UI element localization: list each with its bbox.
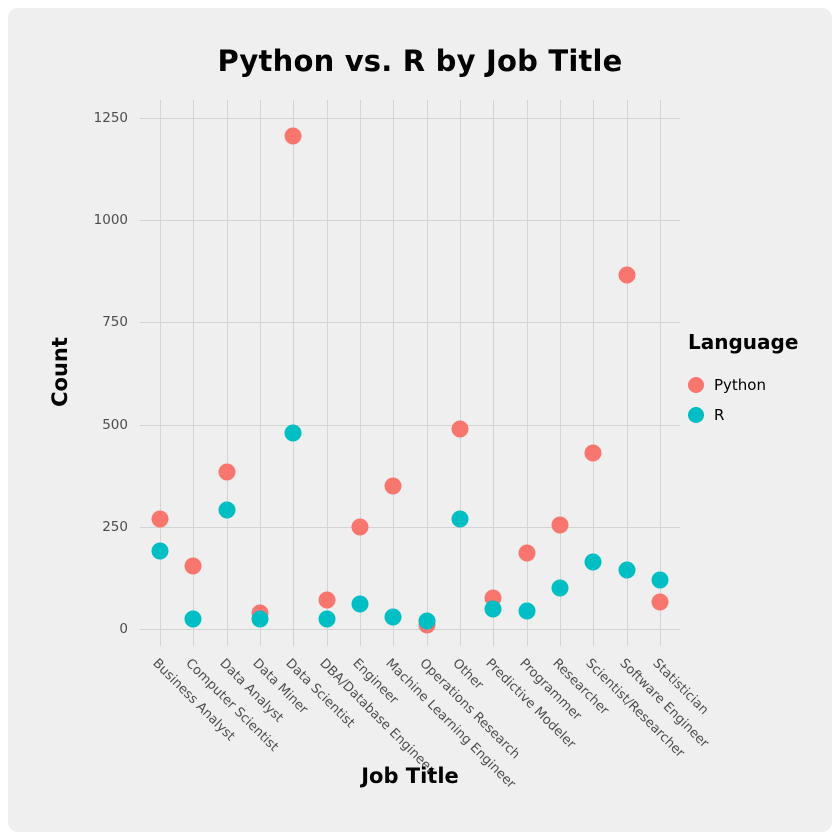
x-gridline <box>193 100 195 646</box>
data-point-r <box>284 424 302 442</box>
data-point-r <box>251 610 269 628</box>
y-tick-label: 500 <box>102 416 128 433</box>
data-point-python <box>351 518 369 536</box>
data-point-r <box>584 553 602 571</box>
figure-background: Python vs. R by Job Title Count 0 250 500 7… <box>8 8 832 832</box>
chart-title: Python vs. R by Job Title <box>217 44 623 78</box>
data-point-r <box>218 501 236 519</box>
data-point-python <box>284 127 302 145</box>
data-point-python <box>451 420 469 438</box>
data-point-r <box>351 595 369 613</box>
y-axis-tick-labels: 0 250 500 750 1000 1250 <box>8 96 134 646</box>
legend-swatch-icon <box>688 377 704 393</box>
x-axis-title: Job Title <box>361 764 459 788</box>
x-gridline <box>260 100 261 646</box>
legend-item-r: R <box>688 400 828 430</box>
data-point-r <box>384 608 402 626</box>
legend-swatch-icon <box>688 407 704 423</box>
data-point-python <box>551 516 569 534</box>
data-point-python <box>518 544 536 562</box>
legend-label: Python <box>714 376 766 394</box>
data-point-r <box>318 610 336 628</box>
y-tick-label: 750 <box>102 314 128 331</box>
x-axis-tick-labels: Business Analyst Computer Scientist Data A… <box>140 649 711 792</box>
y-gridline <box>140 526 680 528</box>
data-point-python <box>218 463 236 481</box>
x-gridline <box>326 100 328 646</box>
data-point-r <box>618 561 636 579</box>
y-gridline <box>140 118 680 119</box>
data-point-r <box>184 610 202 628</box>
legend: Language Python R <box>688 330 828 430</box>
legend-items: Python R <box>688 370 828 430</box>
data-point-r <box>518 602 536 620</box>
data-point-r <box>151 542 169 560</box>
x-gridline <box>593 100 595 646</box>
x-gridline <box>460 100 461 646</box>
y-gridline <box>140 220 680 222</box>
x-gridline <box>393 100 395 646</box>
x-gridline <box>426 100 428 646</box>
x-gridline <box>660 100 661 646</box>
data-point-python <box>318 591 336 609</box>
data-point-r <box>651 571 669 589</box>
legend-title: Language <box>688 330 799 354</box>
x-gridline <box>160 100 161 646</box>
data-point-python <box>618 266 636 284</box>
x-gridline <box>360 100 361 646</box>
data-point-python <box>151 510 169 528</box>
y-tick-label: 0 <box>119 621 128 637</box>
x-gridline <box>226 100 228 646</box>
y-tick-label: 1000 <box>93 212 128 229</box>
x-gridline <box>560 100 561 646</box>
x-gridline <box>626 100 628 646</box>
data-point-python <box>584 444 602 462</box>
data-point-r <box>551 579 569 597</box>
y-tick-label: 250 <box>102 518 128 535</box>
data-point-python <box>651 593 669 611</box>
data-point-r <box>418 612 436 630</box>
y-gridline <box>140 629 680 630</box>
legend-label: R <box>714 406 725 424</box>
x-gridline <box>526 100 528 646</box>
x-gridline <box>293 100 295 646</box>
x-gridline <box>493 100 495 646</box>
y-gridline <box>140 424 680 426</box>
data-point-python <box>384 477 402 495</box>
plot-panel <box>140 96 680 646</box>
y-gridline <box>140 322 680 324</box>
legend-item-python: Python <box>688 370 828 400</box>
data-point-python <box>184 557 202 575</box>
data-point-r <box>484 600 502 618</box>
data-point-r <box>451 510 469 528</box>
y-tick-label: 1250 <box>93 110 128 126</box>
